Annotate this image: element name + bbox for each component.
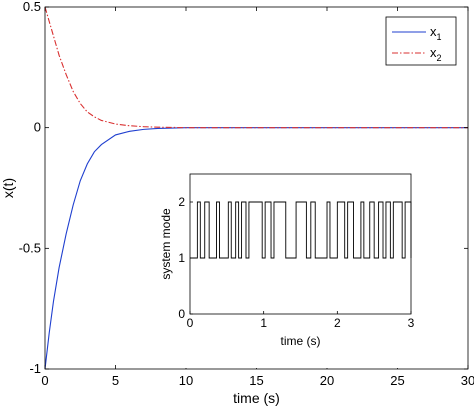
inset-x-axis-label: time (s)	[281, 334, 321, 348]
series-line-system-mode	[190, 201, 412, 259]
x-axis-label: time (s)	[233, 390, 280, 406]
x-tick-label: 10	[179, 373, 193, 388]
series-line-x2	[44, 6, 468, 129]
inset-frame	[189, 173, 412, 315]
x-tick-label: 25	[390, 373, 404, 388]
x-tick-label: 15	[249, 373, 263, 388]
legend-entry-name: x	[430, 24, 437, 39]
x-tick-label: 0	[41, 373, 48, 388]
x-tick-label: 20	[320, 373, 334, 388]
legend-entry-x2: x2	[430, 45, 442, 63]
legend-box	[385, 16, 457, 66]
inset-x-tick-label: 2	[334, 316, 341, 330]
x-tick-label: 5	[112, 373, 119, 388]
legend-entry-subscript: 2	[437, 53, 442, 63]
inset-y-tick-label: 2	[178, 195, 185, 209]
inset-x-tick-label: 3	[408, 316, 415, 330]
series-line-x1	[44, 127, 468, 370]
inset-x-tick-label: 0	[187, 316, 194, 330]
y-axis-label: x(t)	[0, 178, 16, 198]
inset-plot: 0 1 2 3 0 1 2 time (s) system mode	[150, 168, 420, 368]
legend-entry-x1: x1	[430, 24, 442, 42]
inset-x-tick-label: 1	[260, 316, 267, 330]
y-tick-label: 0.5	[23, 0, 41, 14]
inset-y-tick-label: 0	[178, 307, 185, 321]
inset-background	[150, 168, 420, 368]
y-tick-label: -0.5	[19, 240, 41, 255]
x-tick-label: 30	[461, 373, 474, 388]
inset-y-axis-label: system mode	[159, 208, 173, 280]
legend-entry-subscript: 1	[437, 32, 442, 42]
inset-y-tick-label: 1	[178, 251, 185, 265]
y-tick-label: -1	[29, 361, 41, 376]
legend-entry-name: x	[430, 45, 437, 60]
y-tick-label: 0	[34, 120, 41, 135]
